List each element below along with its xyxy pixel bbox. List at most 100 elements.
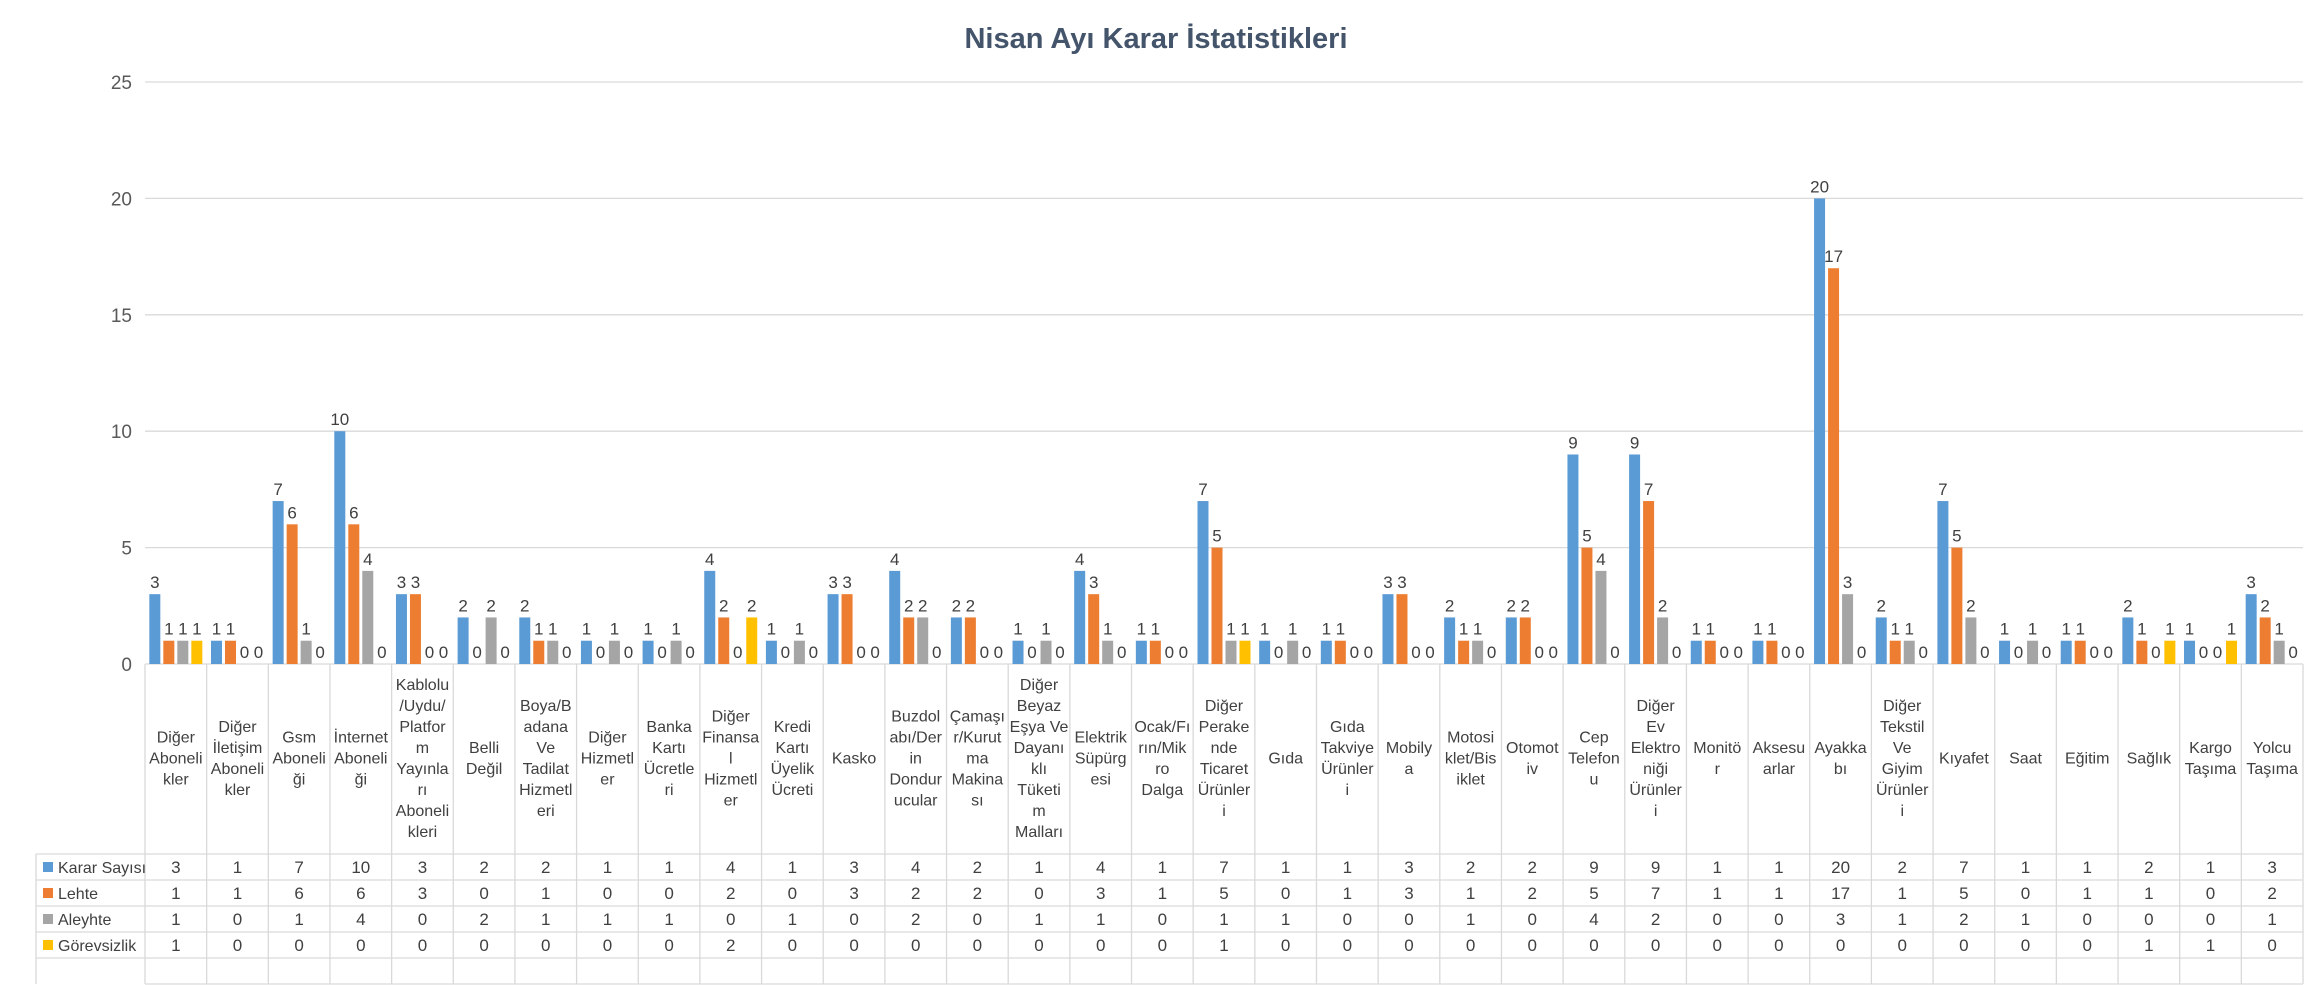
category-label-line: Belli [469, 740, 499, 757]
category-label-line: Ev [1646, 719, 1665, 736]
category-label-line: İnternet [334, 728, 389, 747]
table-cell: 0 [664, 884, 673, 903]
data-label: 1 [2075, 620, 2084, 639]
bar [1135, 640, 1147, 664]
table-cell: 1 [1034, 858, 1043, 877]
category-label-line: l [729, 751, 733, 768]
category-label-line: Elektro [1631, 740, 1681, 757]
data-label: 3 [1843, 573, 1852, 592]
data-label: 3 [842, 573, 851, 592]
category-label-line: Kredi [774, 719, 811, 736]
category-label-line: eri [537, 803, 555, 820]
data-label: 0 [1302, 643, 1311, 662]
y-tick-label: 5 [121, 539, 132, 560]
data-label: 0 [377, 643, 386, 662]
bar [395, 594, 407, 664]
bar [793, 640, 805, 664]
bar [580, 640, 592, 664]
table-cell: 1 [2206, 858, 2215, 877]
category-label-line: Süpürg [1075, 751, 1127, 768]
bar [1320, 640, 1332, 664]
table-cell: 0 [664, 936, 673, 955]
table-cell: 3 [1404, 884, 1413, 903]
category-label-line: Gıda [1268, 751, 1303, 768]
category-label: Ayakka bı [1814, 740, 1866, 778]
category-label: Boya/B adana Ve Tadilat Hizmetl eri [519, 698, 572, 820]
table-cell: 1 [233, 858, 242, 877]
bar [149, 594, 161, 664]
data-label: 1 [1322, 620, 1331, 639]
data-label: 0 [315, 643, 324, 662]
category-label-line: Eğitim [2065, 751, 2109, 768]
category-label: Kablolu/Uydu/Platfor m Yayınla rı Aboneli kle… [396, 677, 449, 841]
bar [950, 617, 962, 664]
table-cell: 0 [1528, 910, 1537, 929]
data-label: 0 [1795, 643, 1804, 662]
table-cell: 1 [1158, 884, 1167, 903]
table-cell: 0 [788, 936, 797, 955]
table-cell: 1 [541, 884, 550, 903]
table-cell: 1 [603, 858, 612, 877]
table-cell: 0 [849, 936, 858, 955]
category-label-line: i [1222, 803, 1226, 820]
table-cell: 2 [1959, 910, 1968, 929]
table-cell: 3 [1404, 858, 1413, 877]
category-label: Kasko [832, 751, 877, 768]
table-cell: 3 [418, 884, 427, 903]
table-cell: 0 [418, 936, 427, 955]
table-cell: 1 [2144, 936, 2153, 955]
category-label-line: Ürünler [1629, 781, 1682, 799]
data-label: 0 [1364, 643, 1373, 662]
category-label: Eğitim [2065, 751, 2109, 768]
table-cell: 0 [2267, 936, 2276, 955]
data-label: 3 [2246, 573, 2255, 592]
data-label: 1 [1473, 620, 1482, 639]
category-label-line: Dalga [1141, 782, 1183, 799]
data-label: 1 [2274, 620, 2283, 639]
category-label-line: Ticaret [1200, 761, 1249, 778]
data-label: 1 [2061, 620, 2070, 639]
chart-title: Nisan Ayı Karar İstatistikleri [964, 23, 1347, 55]
category-label-line: Tüketi [1017, 782, 1061, 799]
table-cell: 2 [726, 884, 735, 903]
category-label-line: Monitö [1693, 740, 1741, 757]
table-cell: 0 [2206, 884, 2215, 903]
data-label: 9 [1630, 433, 1639, 452]
table-cell: 17 [1831, 884, 1850, 903]
table-cell: 1 [171, 910, 180, 929]
bar [1595, 570, 1607, 664]
category-label-line: r/Kurut [953, 730, 1002, 747]
category-label-line: Yayınla [396, 761, 448, 778]
category-label: Diğer Hizmetl er [581, 730, 634, 789]
bar [224, 640, 236, 664]
data-label: 0 [1549, 643, 1558, 662]
bar [334, 431, 346, 664]
table-cell: 0 [1158, 910, 1167, 929]
category-label-line: esi [1090, 772, 1110, 789]
gridlines [145, 81, 2303, 665]
table-cell: 0 [1466, 936, 1475, 955]
category-label-line: Kargo [2189, 740, 2232, 757]
bar [1657, 617, 1669, 664]
y-tick-label: 20 [111, 189, 132, 210]
table-cell: 2 [2144, 858, 2153, 877]
bar [286, 524, 298, 664]
table-cell: 1 [1713, 858, 1722, 877]
category-label-line: ma [966, 751, 988, 768]
table-cell: 0 [2206, 910, 2215, 929]
table-cell: 0 [1589, 936, 1598, 955]
category-label-line: bı [1834, 761, 1847, 778]
bar [2273, 640, 2285, 664]
data-label: 1 [795, 620, 804, 639]
category-label-line: Buzdol [891, 709, 940, 726]
category-label-line: Kablolu [396, 677, 449, 694]
data-label: 6 [349, 503, 358, 522]
category-label: İnternet Aboneli ği [334, 728, 389, 789]
category-label-line: Giyim [1882, 761, 1923, 778]
legend-swatch [43, 888, 53, 898]
table-cell: 0 [1343, 910, 1352, 929]
table-cell: 0 [911, 936, 920, 955]
category-label: Kredi Kartı Üyelik Ücreti [771, 719, 816, 799]
data-label: 3 [1397, 573, 1406, 592]
data-label: 0 [856, 643, 865, 662]
